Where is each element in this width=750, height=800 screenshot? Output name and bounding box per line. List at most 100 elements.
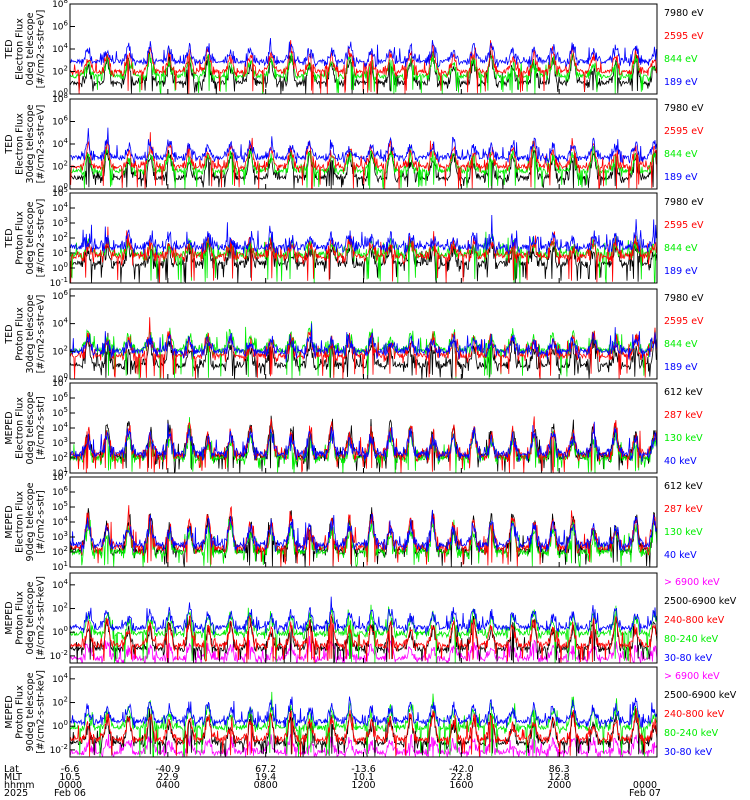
legend-entry-magenta: > 6900 keV — [664, 671, 720, 682]
x-tick-lat: 86.3 — [549, 764, 570, 775]
y-axis-label-line: 0deg telescope — [25, 581, 36, 654]
panel-1: 100 102 104 106 108 TED Electron Flux 0deg tele… — [4, 0, 704, 100]
legend-entry-black: 7980 eV — [664, 197, 704, 208]
panel-5: 101 102 103 104 105 106 107 MEPED Electron Flux 0… — [4, 376, 703, 479]
legend-entry-black: 2500-6900 keV — [664, 596, 737, 607]
y-axis-label-line: TED — [4, 324, 15, 344]
panel-6: 101 102 103 104 105 106 107 MEPED Electron Flux 9… — [4, 470, 703, 573]
x-tick-lat: -40.9 — [156, 764, 181, 775]
y-tick-label: 106 — [52, 391, 68, 404]
y-axis-label-line: MEPED — [4, 411, 15, 444]
y-tick-label: 107 — [52, 376, 68, 389]
series-red — [70, 317, 657, 379]
y-axis-label-line: 30deg telescope — [25, 104, 36, 183]
x-row-label: MLT — [4, 772, 22, 783]
x-tick-mlt: 10.1 — [353, 772, 374, 783]
series-green — [70, 604, 657, 663]
legend-entry-green: 130 keV — [664, 527, 703, 538]
legend-entry-black: 7980 eV — [664, 103, 704, 114]
panel-4: 100 102 104 106 TED Proton Flux 30deg telescop… — [4, 288, 704, 385]
legend-entry-blue: 30-80 keV — [664, 653, 713, 664]
series-blue — [70, 509, 657, 554]
y-tick-label: 10-2 — [50, 743, 68, 756]
legend-entry-red: 240-800 keV — [664, 615, 725, 626]
legend-entry-green: 844 eV — [664, 339, 698, 350]
legend-entry-blue: 189 eV — [664, 362, 698, 373]
y-axis-label: TED Proton Flux 0deg telescope [#/cm2-s-str… — [4, 199, 47, 278]
y-axis-label-line: Proton Flux — [15, 591, 26, 645]
series-blue — [70, 421, 657, 462]
x-tick-mlt: 22.9 — [157, 772, 178, 783]
y-axis-label-line: Electron Flux — [15, 491, 26, 553]
x-tick-mlt: 12.8 — [549, 772, 570, 783]
panel-7: 10-2 100 102 104 MEPED Proton Flux 0deg telesc… — [4, 572, 737, 664]
series-blue — [70, 696, 657, 729]
y-tick-label: 106 — [52, 20, 68, 33]
y-tick-label: 106 — [52, 289, 68, 302]
legend-entry-blue: 40 keV — [664, 550, 697, 561]
x-tick-lat: -13.6 — [351, 764, 376, 775]
series-blue — [70, 596, 657, 636]
y-tick-label: 102 — [52, 231, 68, 244]
series-blue — [70, 323, 657, 363]
y-tick-label: 100 — [52, 87, 68, 100]
y-tick-label: 108 — [52, 0, 68, 10]
legend-entry-black: 7980 eV — [664, 293, 704, 304]
x-tick-mlt: 19.4 — [255, 772, 276, 783]
y-axis-label-line: 30deg telescope — [25, 294, 36, 373]
y-axis-label-line: Proton Flux — [15, 307, 26, 361]
legend-entry-black: 612 keV — [664, 481, 703, 492]
y-axis-label-line: [#/cm2-s-str-eV] — [36, 105, 47, 184]
legend-entry-green: 80-240 keV — [664, 634, 719, 645]
y-axis-label: TED Electron Flux 30deg telescope [#/cm2-s-… — [4, 104, 47, 183]
y-tick-label: 100 — [52, 625, 68, 638]
x-tick-hhmm: 0800 — [254, 780, 278, 791]
y-tick-label: 102 — [52, 602, 68, 615]
legend-entry-red: 2595 eV — [664, 126, 704, 137]
legend-entry-blue: 30-80 keV — [664, 747, 713, 758]
legend-entry-black: 612 keV — [664, 387, 703, 398]
x-tick-hhmm: 0000 — [58, 780, 82, 791]
legend-entry-black: 2500-6900 keV — [664, 690, 737, 701]
y-tick-label: 102 — [52, 160, 68, 173]
legend-entry-magenta: > 6900 keV — [664, 577, 720, 588]
y-axis-label-line: 90deg telescope — [25, 672, 36, 751]
y-axis-label-line: MEPED — [4, 695, 15, 728]
y-tick-label: 104 — [52, 317, 68, 330]
y-tick-label: 104 — [52, 137, 68, 150]
series-blue — [70, 127, 657, 165]
x-tick-mlt: 22.8 — [451, 772, 472, 783]
series-blue — [70, 214, 657, 256]
panel-8: 10-2 100 102 104 MEPED Proton Flux 90deg teles… — [4, 666, 737, 758]
x-row-label: Lat — [4, 764, 19, 775]
series-red — [70, 226, 657, 283]
x-tick-hhmm: 1600 — [449, 780, 473, 791]
y-tick-label: 103 — [52, 530, 68, 543]
y-axis-label-line: [#/cm2-s-str-keV] — [36, 670, 47, 754]
y-axis-label-line: 0deg telescope — [25, 391, 36, 464]
series-green — [70, 518, 657, 567]
y-tick-label: 102 — [52, 344, 68, 357]
legend-entry-green: 844 eV — [664, 149, 698, 160]
legend-entry-red: 2595 eV — [664, 31, 704, 42]
y-tick-label: 10-2 — [50, 649, 68, 662]
y-axis-label-line: MEPED — [4, 601, 15, 634]
y-axis-label-line: [#/cm2-s-str-keV] — [36, 576, 47, 660]
y-tick-label: 102 — [52, 696, 68, 709]
legend-entry-red: 2595 eV — [664, 316, 704, 327]
x-tick-hhmm: 0000 — [633, 780, 657, 791]
y-tick-label: 104 — [52, 421, 68, 434]
x-tick-hhmm: 0400 — [156, 780, 180, 791]
y-axis-label-line: [#/cm2-s-str] — [36, 396, 47, 459]
y-axis-label-line: Electron Flux — [15, 397, 26, 459]
y-axis-label-line: MEPED — [4, 505, 15, 538]
y-axis-label-line: Proton Flux — [15, 211, 26, 265]
y-axis-label: TED Proton Flux 30deg telescope [#/cm2-s-st… — [4, 294, 47, 373]
x-row-label: 2025 — [4, 788, 28, 799]
y-axis-label: MEPED Proton Flux 0deg telescope [#/cm2-s-s… — [4, 576, 47, 660]
y-tick-label: 102 — [52, 65, 68, 78]
y-axis-label-line: TED — [4, 134, 15, 154]
series-blue — [70, 37, 657, 68]
series-red — [70, 708, 657, 757]
